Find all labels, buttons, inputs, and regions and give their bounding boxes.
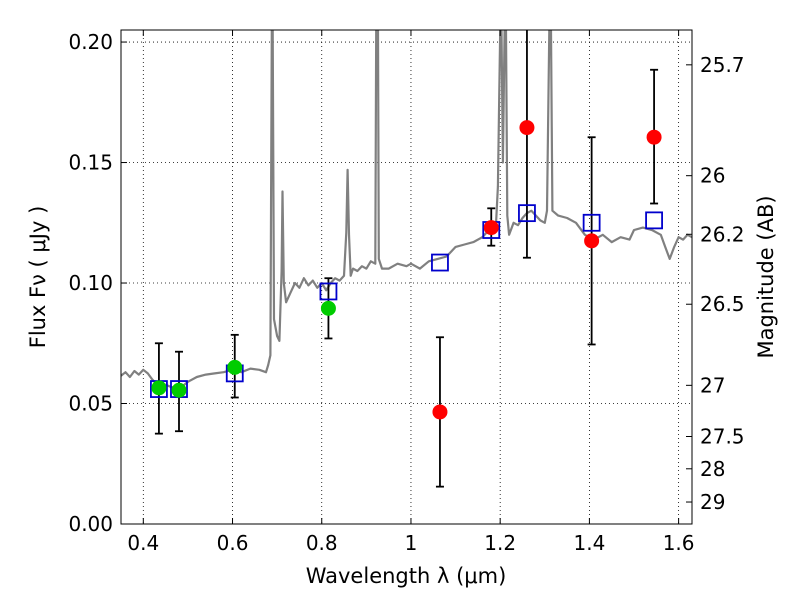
spectrum-group (121, 30, 692, 391)
right-tick-label: 26.2 (700, 222, 745, 246)
y-tick-label: 0.15 (68, 151, 113, 175)
x-tick-label: 1.4 (573, 531, 605, 555)
x-tick-label: 1.6 (663, 531, 695, 555)
right-tick-label: 26.5 (700, 292, 745, 316)
green-data-point (151, 380, 167, 396)
x-axis-ticks: 0.4 0.6 0.8 1 1.2 1.4 1.6 (127, 30, 695, 555)
spectrum-line (121, 30, 692, 391)
plot-frame (120, 29, 693, 525)
x-tick-label: 0.6 (217, 531, 249, 555)
x-tick-label: 0.8 (306, 531, 338, 555)
right-axis-ticks: 25.7 26 26.2 26.5 27 27.5 28 29 (686, 53, 745, 514)
right-tick-label: 28 (700, 457, 725, 481)
y-tick-label: 0.05 (68, 392, 113, 416)
y-axis-label: Flux Fν ( μJy ) (26, 206, 50, 349)
model-square-marker (645, 211, 663, 230)
green-data-point (171, 382, 187, 398)
y-tick-label: 0.20 (68, 30, 113, 54)
y-tick-label: 0.10 (68, 271, 113, 295)
right-tick-label: 27.5 (700, 425, 745, 449)
right-tick-label: 27 (700, 373, 725, 397)
green-data-point (320, 300, 336, 316)
red-data-point (519, 120, 535, 136)
photometry-point-group (151, 120, 662, 420)
right-tick-label: 25.7 (700, 53, 745, 77)
model-square-marker (518, 204, 536, 223)
plot-area (121, 30, 692, 524)
x-tick-label: 0.4 (127, 531, 159, 555)
x-tick-label: 1.2 (484, 531, 516, 555)
model-square-marker (319, 282, 338, 301)
red-data-point (483, 220, 499, 236)
red-data-point (432, 404, 448, 420)
y-axis-ticks: 0.00 0.05 0.10 0.15 0.20 (68, 30, 127, 536)
y-tick-label: 0.00 (68, 512, 113, 536)
model-square-marker (431, 253, 449, 272)
red-data-point (584, 233, 600, 249)
green-data-point (227, 359, 243, 375)
x-axis-label: Wavelength λ (μm) (306, 564, 507, 588)
model-square-marker (582, 213, 601, 232)
red-data-point (646, 129, 662, 145)
right-tick-label: 29 (700, 490, 725, 514)
x-tick-label: 1 (405, 531, 418, 555)
right-axis-label: Magnitude (AB) (754, 195, 778, 358)
right-tick-label: 26 (700, 164, 725, 188)
